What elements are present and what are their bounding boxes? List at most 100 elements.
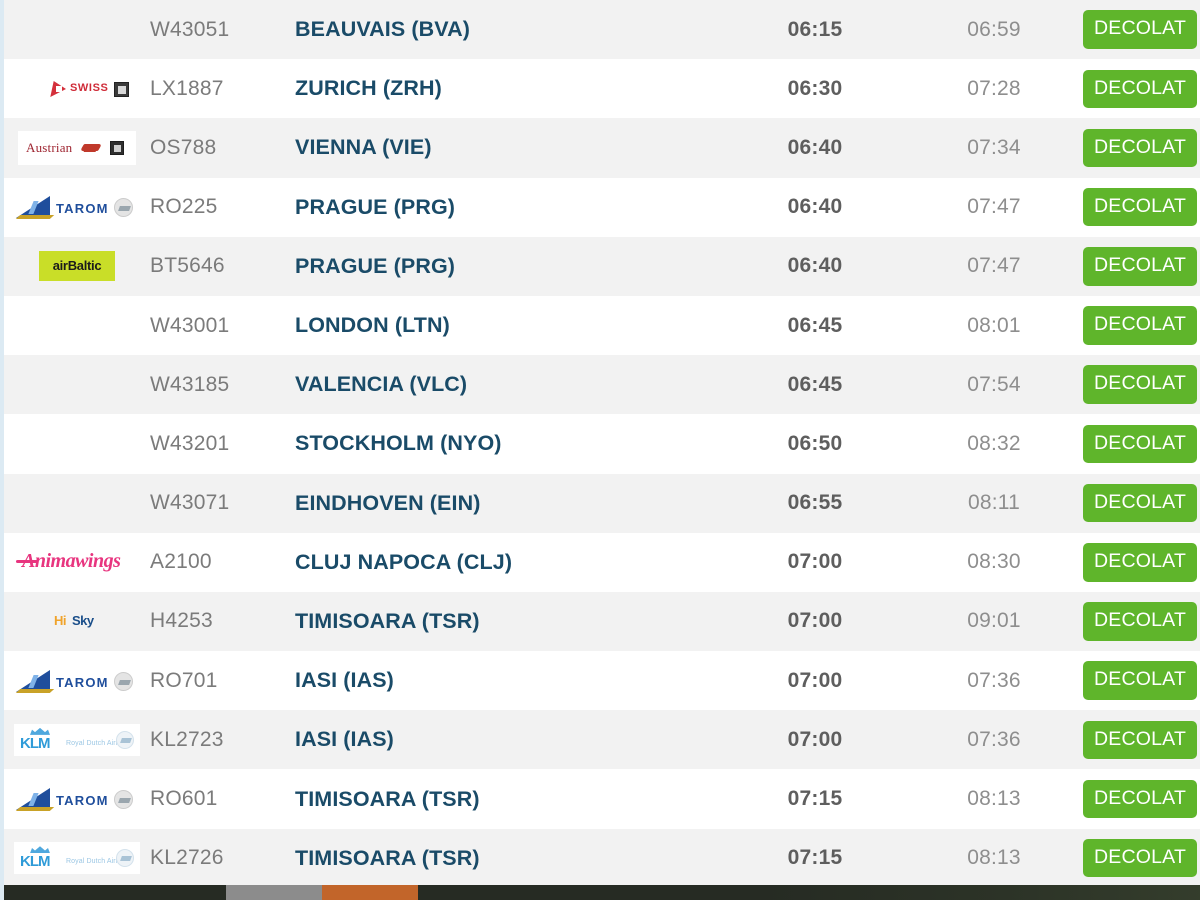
status-badge: DECOLAT xyxy=(1083,483,1198,523)
flight-number: RO601 xyxy=(150,787,218,811)
flight-table-body: W43051 BEAUVAIS (BVA) 06:15 06:59 DECOLAT SWI… xyxy=(4,0,1200,900)
status-badge: DECOLAT xyxy=(1083,247,1198,286)
flight-row[interactable]: airBaltic BT5646 PRAGUE (PRG) 06:40 07:47 DEC… xyxy=(4,236,1200,296)
scheduled-time: 07:00 xyxy=(787,550,843,574)
flight-number: H4253 xyxy=(150,609,213,633)
flight-row[interactable]: W43051 BEAUVAIS (BVA) 06:15 06:59 DECOLAT xyxy=(4,0,1200,60)
flight-number: RO701 xyxy=(150,668,218,692)
estimated-time: 07:47 xyxy=(967,254,1021,278)
desktop-taskbar[interactable] xyxy=(4,885,1200,900)
flight-number: W43201 xyxy=(150,431,230,455)
estimated-time: 07:28 xyxy=(967,76,1021,100)
flight-row[interactable]: KLM Royal Dutch Airlines KL2723 IASI (IAS) 0… xyxy=(4,710,1200,770)
flight-row[interactable]: Hi Sky H4253 TIMISOARA (TSR) 07:00 09:01 DECOL… xyxy=(4,591,1200,652)
status-badge: DECOLAT xyxy=(1083,720,1198,760)
status-cell: DECOLAT xyxy=(1083,355,1200,414)
taskbar-window-gray[interactable] xyxy=(226,885,341,900)
scheduled-time: 06:30 xyxy=(787,76,843,100)
estimated-time: 08:13 xyxy=(967,846,1021,870)
status-badge: DECOLAT xyxy=(1083,187,1198,227)
airline-logo-cell: KLM Royal Dutch Airlines xyxy=(4,829,150,888)
flight-destination: TIMISOARA (TSR) xyxy=(295,786,480,811)
status-badge: DECOLAT xyxy=(1083,543,1198,582)
flight-number: LX1887 xyxy=(150,76,224,100)
scheduled-time: 07:15 xyxy=(787,787,843,811)
klm-logo-label: KLM xyxy=(20,853,50,871)
flight-number: KL2726 xyxy=(150,846,224,870)
taskbar-window-orange[interactable] xyxy=(322,885,418,900)
no-logo-placeholder xyxy=(77,325,78,326)
hisky-logo-label-a: Hi xyxy=(54,613,67,629)
scheduled-time: 06:40 xyxy=(787,135,843,159)
broken-image-icon xyxy=(110,140,124,155)
skyteam-icon xyxy=(114,671,133,691)
tarom-logo-label: TAROM xyxy=(56,674,109,690)
flight-row[interactable]: KLM Royal Dutch Airlines KL2726 TIMISOARA (… xyxy=(4,828,1200,888)
klm-logo-icon: KLM Royal Dutch Airlines xyxy=(14,723,140,756)
flight-destination: ZURICH (ZRH) xyxy=(295,76,442,101)
estimated-time: 07:36 xyxy=(967,668,1021,692)
estimated-time: 06:59 xyxy=(967,17,1021,41)
flight-destination: PRAGUE (PRG) xyxy=(295,194,456,219)
flight-row[interactable]: TAROM RO601 TIMISOARA (TSR) 07:15 08:13 DECOL… xyxy=(4,769,1200,829)
status-cell: DECOLAT xyxy=(1083,237,1200,296)
estimated-time: 09:01 xyxy=(967,609,1021,633)
flight-row[interactable]: Animawings A2100 CLUJ NAPOCA (CLJ) 07:00 08:… xyxy=(4,532,1200,592)
airline-logo-cell: airBaltic xyxy=(4,237,150,296)
scheduled-time: 07:00 xyxy=(787,609,843,633)
airbaltic-logo-label: airBaltic xyxy=(52,258,102,274)
airline-logo-cell xyxy=(4,414,150,473)
estimated-time: 08:01 xyxy=(967,313,1021,337)
broken-image-icon xyxy=(114,81,129,97)
no-logo-placeholder xyxy=(77,29,78,30)
flight-row[interactable]: SWISS LX1887 ZURICH (ZRH) 06:30 07:28 DECOLAT xyxy=(4,59,1200,119)
flight-destination: TIMISOARA (TSR) xyxy=(295,845,480,870)
flight-row[interactable]: TAROM RO701 IASI (IAS) 07:00 07:36 DECOLAT xyxy=(4,651,1200,711)
flight-row[interactable]: W43201 STOCKHOLM (NYO) 06:50 08:32 DECOLAT xyxy=(4,414,1200,474)
austrian-logo-label: Austrian xyxy=(26,139,73,155)
klm-logo-subtitle: Royal Dutch Airlines xyxy=(66,739,131,747)
flight-number: RO225 xyxy=(150,195,218,219)
airline-logo-cell xyxy=(4,0,150,59)
flight-row[interactable]: W43071 EINDHOVEN (EIN) 06:55 08:11 DECOLAT xyxy=(4,473,1200,533)
flight-row[interactable]: W43001 LONDON (LTN) 06:45 08:01 DECOLAT xyxy=(4,295,1200,356)
flight-number: W43071 xyxy=(150,491,230,515)
hisky-logo-label-b: Sky xyxy=(72,613,94,629)
klm-logo-icon: KLM Royal Dutch Airlines xyxy=(14,842,140,875)
skyteam-icon xyxy=(116,849,134,868)
hisky-logo-icon: Hi Sky xyxy=(48,610,106,632)
animawings-logo-label: Animawings xyxy=(22,550,121,573)
estimated-time: 07:36 xyxy=(967,727,1021,751)
status-cell: DECOLAT xyxy=(1083,651,1200,710)
airline-logo-cell: Animawings xyxy=(4,533,150,592)
status-badge: DECOLAT xyxy=(1083,661,1198,700)
flight-destination: TIMISOARA (TSR) xyxy=(295,608,480,633)
status-cell: DECOLAT xyxy=(1083,296,1200,355)
scheduled-time: 06:40 xyxy=(787,195,843,219)
status-badge: DECOLAT xyxy=(1083,424,1198,464)
status-cell: DECOLAT xyxy=(1083,474,1200,533)
flight-destination: IASI (IAS) xyxy=(295,668,394,693)
flight-number: A2100 xyxy=(150,550,212,574)
klm-logo-label: KLM xyxy=(20,734,50,752)
skyteam-icon xyxy=(114,790,133,810)
scheduled-time: 06:40 xyxy=(787,254,843,278)
estimated-time: 07:47 xyxy=(967,195,1021,219)
airline-logo-cell: Austrian xyxy=(4,118,150,177)
status-cell: DECOLAT xyxy=(1083,118,1200,177)
crown-icon xyxy=(30,846,50,854)
skyteam-icon xyxy=(114,198,133,218)
flight-destination: BEAUVAIS (BVA) xyxy=(295,17,470,42)
flight-destination: VALENCIA (VLC) xyxy=(295,372,468,397)
flight-row[interactable]: Austrian OS788 VIENNA (VIE) 06:40 07:34 DECOL… xyxy=(4,118,1200,178)
scheduled-time: 06:15 xyxy=(787,17,843,41)
flight-destination: EINDHOVEN (EIN) xyxy=(295,490,481,515)
estimated-time: 08:11 xyxy=(968,491,1020,515)
airbaltic-logo-icon: airBaltic xyxy=(39,251,115,282)
estimated-time: 08:32 xyxy=(967,431,1021,455)
status-cell: DECOLAT xyxy=(1083,769,1200,828)
status-cell: DECOLAT xyxy=(1083,0,1200,59)
status-badge: DECOLAT xyxy=(1083,10,1198,49)
flight-row[interactable]: TAROM RO225 PRAGUE (PRG) 06:40 07:47 DECOLAT xyxy=(4,177,1200,237)
flight-row[interactable]: W43185 VALENCIA (VLC) 06:45 07:54 DECOLAT xyxy=(4,355,1200,415)
